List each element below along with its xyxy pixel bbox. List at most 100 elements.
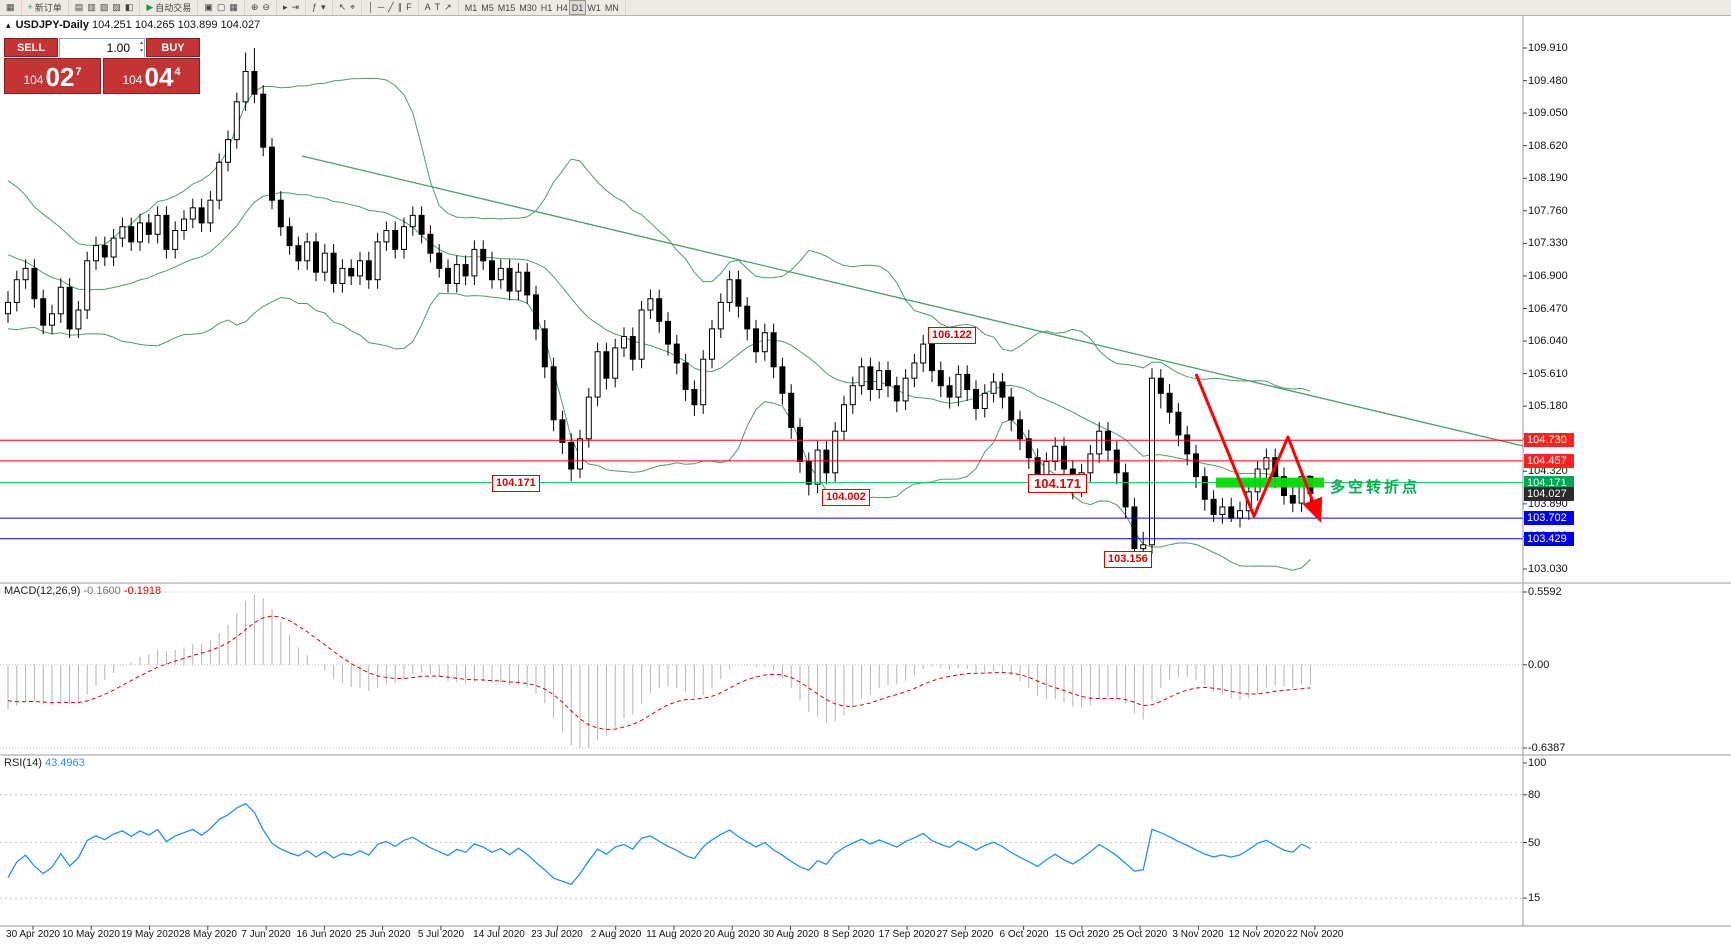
time-axis-label[interactable]: 12 Nov 2020 — [1228, 929, 1286, 940]
strategy-tester-icon[interactable]: ◧ — [123, 1, 136, 14]
macd-axis-label[interactable]: 0.00 — [1528, 658, 1550, 671]
tf-mn[interactable]: MN — [603, 1, 621, 14]
data-window-icon[interactable]: ▥ — [85, 1, 98, 14]
vertical-line-icon[interactable]: │ — [366, 1, 376, 14]
auto-scroll-icon[interactable]: ▸ — [281, 1, 290, 14]
tf-m1[interactable]: M1 — [463, 1, 480, 14]
profiles-icon[interactable]: ▢ — [215, 1, 228, 14]
new-chart-icon[interactable]: ▣ — [202, 1, 215, 14]
turning-point-label[interactable]: 多空转折点 — [1330, 479, 1421, 496]
horizontal-line-icon[interactable]: ─ — [376, 1, 386, 14]
objects-list-icon[interactable]: ▾ — [319, 1, 328, 14]
terminal-icon[interactable]: ▨ — [110, 1, 123, 14]
volume-input[interactable] — [60, 39, 144, 57]
time-axis-label[interactable]: 15 Oct 2020 — [1054, 929, 1110, 940]
buy-button[interactable]: BUY — [146, 38, 200, 57]
volume-up-icon[interactable]: ▴ — [139, 40, 143, 46]
panel-separators[interactable] — [0, 15, 1731, 927]
market-watch-icon[interactable]: ▤ — [73, 1, 86, 14]
tf-m5[interactable]: M5 — [479, 1, 496, 14]
volume-down-icon[interactable]: ▾ — [139, 48, 143, 54]
price-axis-label[interactable]: 109.480 — [1528, 74, 1568, 87]
price-axis-label[interactable]: 109.050 — [1528, 107, 1568, 120]
rsi-axis-label[interactable]: 50 — [1528, 836, 1541, 849]
time-axis-label[interactable]: 25 Jun 2020 — [355, 929, 411, 940]
price-axis-label[interactable]: 107.330 — [1528, 237, 1568, 250]
time-axis-label[interactable]: 27 Sep 2020 — [936, 929, 994, 940]
time-axis-label[interactable]: 7 Jun 2020 — [241, 929, 291, 940]
rsi-axis-label[interactable]: 15 — [1528, 892, 1541, 905]
macd-axis-label[interactable]: -0.6387 — [1528, 742, 1566, 754]
time-axis-label[interactable]: 20 Aug 2020 — [703, 929, 761, 940]
one-click-collapse-icon[interactable]: ▴ — [6, 20, 11, 30]
time-axis-label[interactable]: 2 Aug 2020 — [590, 929, 642, 940]
price-axis-label[interactable]: 105.610 — [1528, 367, 1568, 380]
zoom-out-icon[interactable]: ⊖ — [260, 1, 272, 14]
arrow-icon[interactable]: ↗ — [442, 1, 454, 14]
red-forecast-path[interactable] — [1194, 373, 1323, 523]
label-icon[interactable]: T — [433, 1, 443, 14]
trendline-icon[interactable]: ╱ — [386, 1, 395, 14]
buy-price[interactable]: 104 04 4 — [103, 58, 200, 94]
tf-h1[interactable]: H1 — [539, 1, 555, 14]
cursor-icon[interactable]: ↖ — [337, 1, 349, 14]
price-axis-label[interactable]: 106.040 — [1528, 335, 1568, 348]
price-axis-label[interactable]: 103.890 — [1528, 497, 1568, 510]
tf-d1[interactable]: D1 — [568, 0, 587, 15]
new-order-button[interactable]: + 新订单 — [26, 1, 64, 14]
price-annotation-box[interactable]: 104.171 — [492, 475, 540, 492]
time-axis-label[interactable]: 6 Oct 2020 — [999, 929, 1049, 940]
descending-trendline[interactable] — [301, 155, 1524, 447]
tile-windows-icon[interactable]: ▦ — [227, 1, 240, 14]
time-axis-label[interactable]: 23 Jul 2020 — [531, 929, 583, 940]
crosshair-icon[interactable]: ⌖ — [348, 1, 357, 14]
tf-m30[interactable]: M30 — [517, 1, 539, 14]
tf-w1[interactable]: W1 — [585, 1, 603, 14]
text-icon[interactable]: A — [423, 1, 433, 14]
channel-icon[interactable]: ∥ — [396, 1, 405, 14]
time-axis-label[interactable]: 16 Jun 2020 — [296, 929, 352, 940]
time-axis-label[interactable]: 8 Sep 2020 — [823, 929, 875, 940]
price-axis-label[interactable]: 106.470 — [1528, 302, 1568, 315]
tf-m15[interactable]: M15 — [496, 1, 518, 14]
macd-axis-label[interactable]: 0.5592 — [1528, 586, 1562, 598]
rsi-axis-label[interactable]: 80 — [1528, 788, 1541, 801]
price-annotation-box[interactable]: 103.156 — [1104, 551, 1152, 568]
sell-button[interactable]: SELL — [4, 38, 58, 57]
price-axis-label[interactable]: 104.320 — [1528, 465, 1568, 478]
price-annotation-box[interactable]: 104.171 — [1028, 474, 1087, 493]
zoom-in-icon[interactable]: ⊕ — [249, 1, 261, 14]
time-axis-label[interactable]: 19 May 2020 — [121, 929, 179, 940]
time-axis-label[interactable]: 17 Sep 2020 — [878, 929, 936, 940]
time-axis-label[interactable]: 10 May 2020 — [62, 929, 120, 940]
rsi-axis-label[interactable]: 100 — [1528, 757, 1547, 769]
sell-price[interactable]: 104 02 7 — [4, 58, 101, 94]
price-axis-label[interactable]: 106.900 — [1528, 269, 1568, 282]
price-axis-label[interactable]: 107.760 — [1528, 204, 1568, 217]
price-annotation-box[interactable]: 104.002 — [822, 489, 870, 506]
price-annotation-box[interactable]: 106.122 — [928, 327, 976, 344]
time-axis-label[interactable]: 25 Oct 2020 — [1112, 929, 1168, 940]
fibonacci-icon[interactable]: F — [404, 1, 414, 14]
price-axis-label[interactable]: 108.620 — [1528, 139, 1568, 152]
tf-m30-label: M30 — [519, 2, 537, 13]
price-axis-label[interactable]: 103.030 — [1528, 563, 1568, 575]
time-axis-label[interactable]: 14 Jul 2020 — [473, 929, 525, 940]
indicators-icon[interactable]: ƒ — [310, 1, 319, 14]
time-axis-label[interactable]: 5 Jul 2020 — [417, 929, 465, 940]
time-axis-label[interactable]: 30 Aug 2020 — [762, 929, 820, 940]
price-axis-label[interactable]: 105.180 — [1528, 400, 1568, 413]
tf-h4[interactable]: H4 — [554, 1, 570, 14]
chart-shift-icon[interactable]: ⇥ — [289, 1, 301, 14]
time-axis-label[interactable]: 30 Apr 2020 — [6, 929, 60, 940]
time-axis-label[interactable]: 28 May 2020 — [179, 929, 237, 940]
time-axis-label[interactable]: 11 Aug 2020 — [646, 929, 702, 940]
time-axis-label[interactable]: 22 Nov 2020 — [1286, 929, 1344, 940]
navigator-icon[interactable]: ▧ — [98, 1, 111, 14]
chart-window-icon[interactable]: ▦ — [4, 1, 17, 14]
price-axis-label[interactable]: 108.190 — [1528, 172, 1568, 185]
autotrading-button[interactable]: ▶ 自动交易 — [144, 1, 193, 14]
price-axis-label[interactable]: 109.910 — [1528, 42, 1568, 54]
time-axis-label[interactable]: 3 Nov 2020 — [1172, 929, 1224, 940]
